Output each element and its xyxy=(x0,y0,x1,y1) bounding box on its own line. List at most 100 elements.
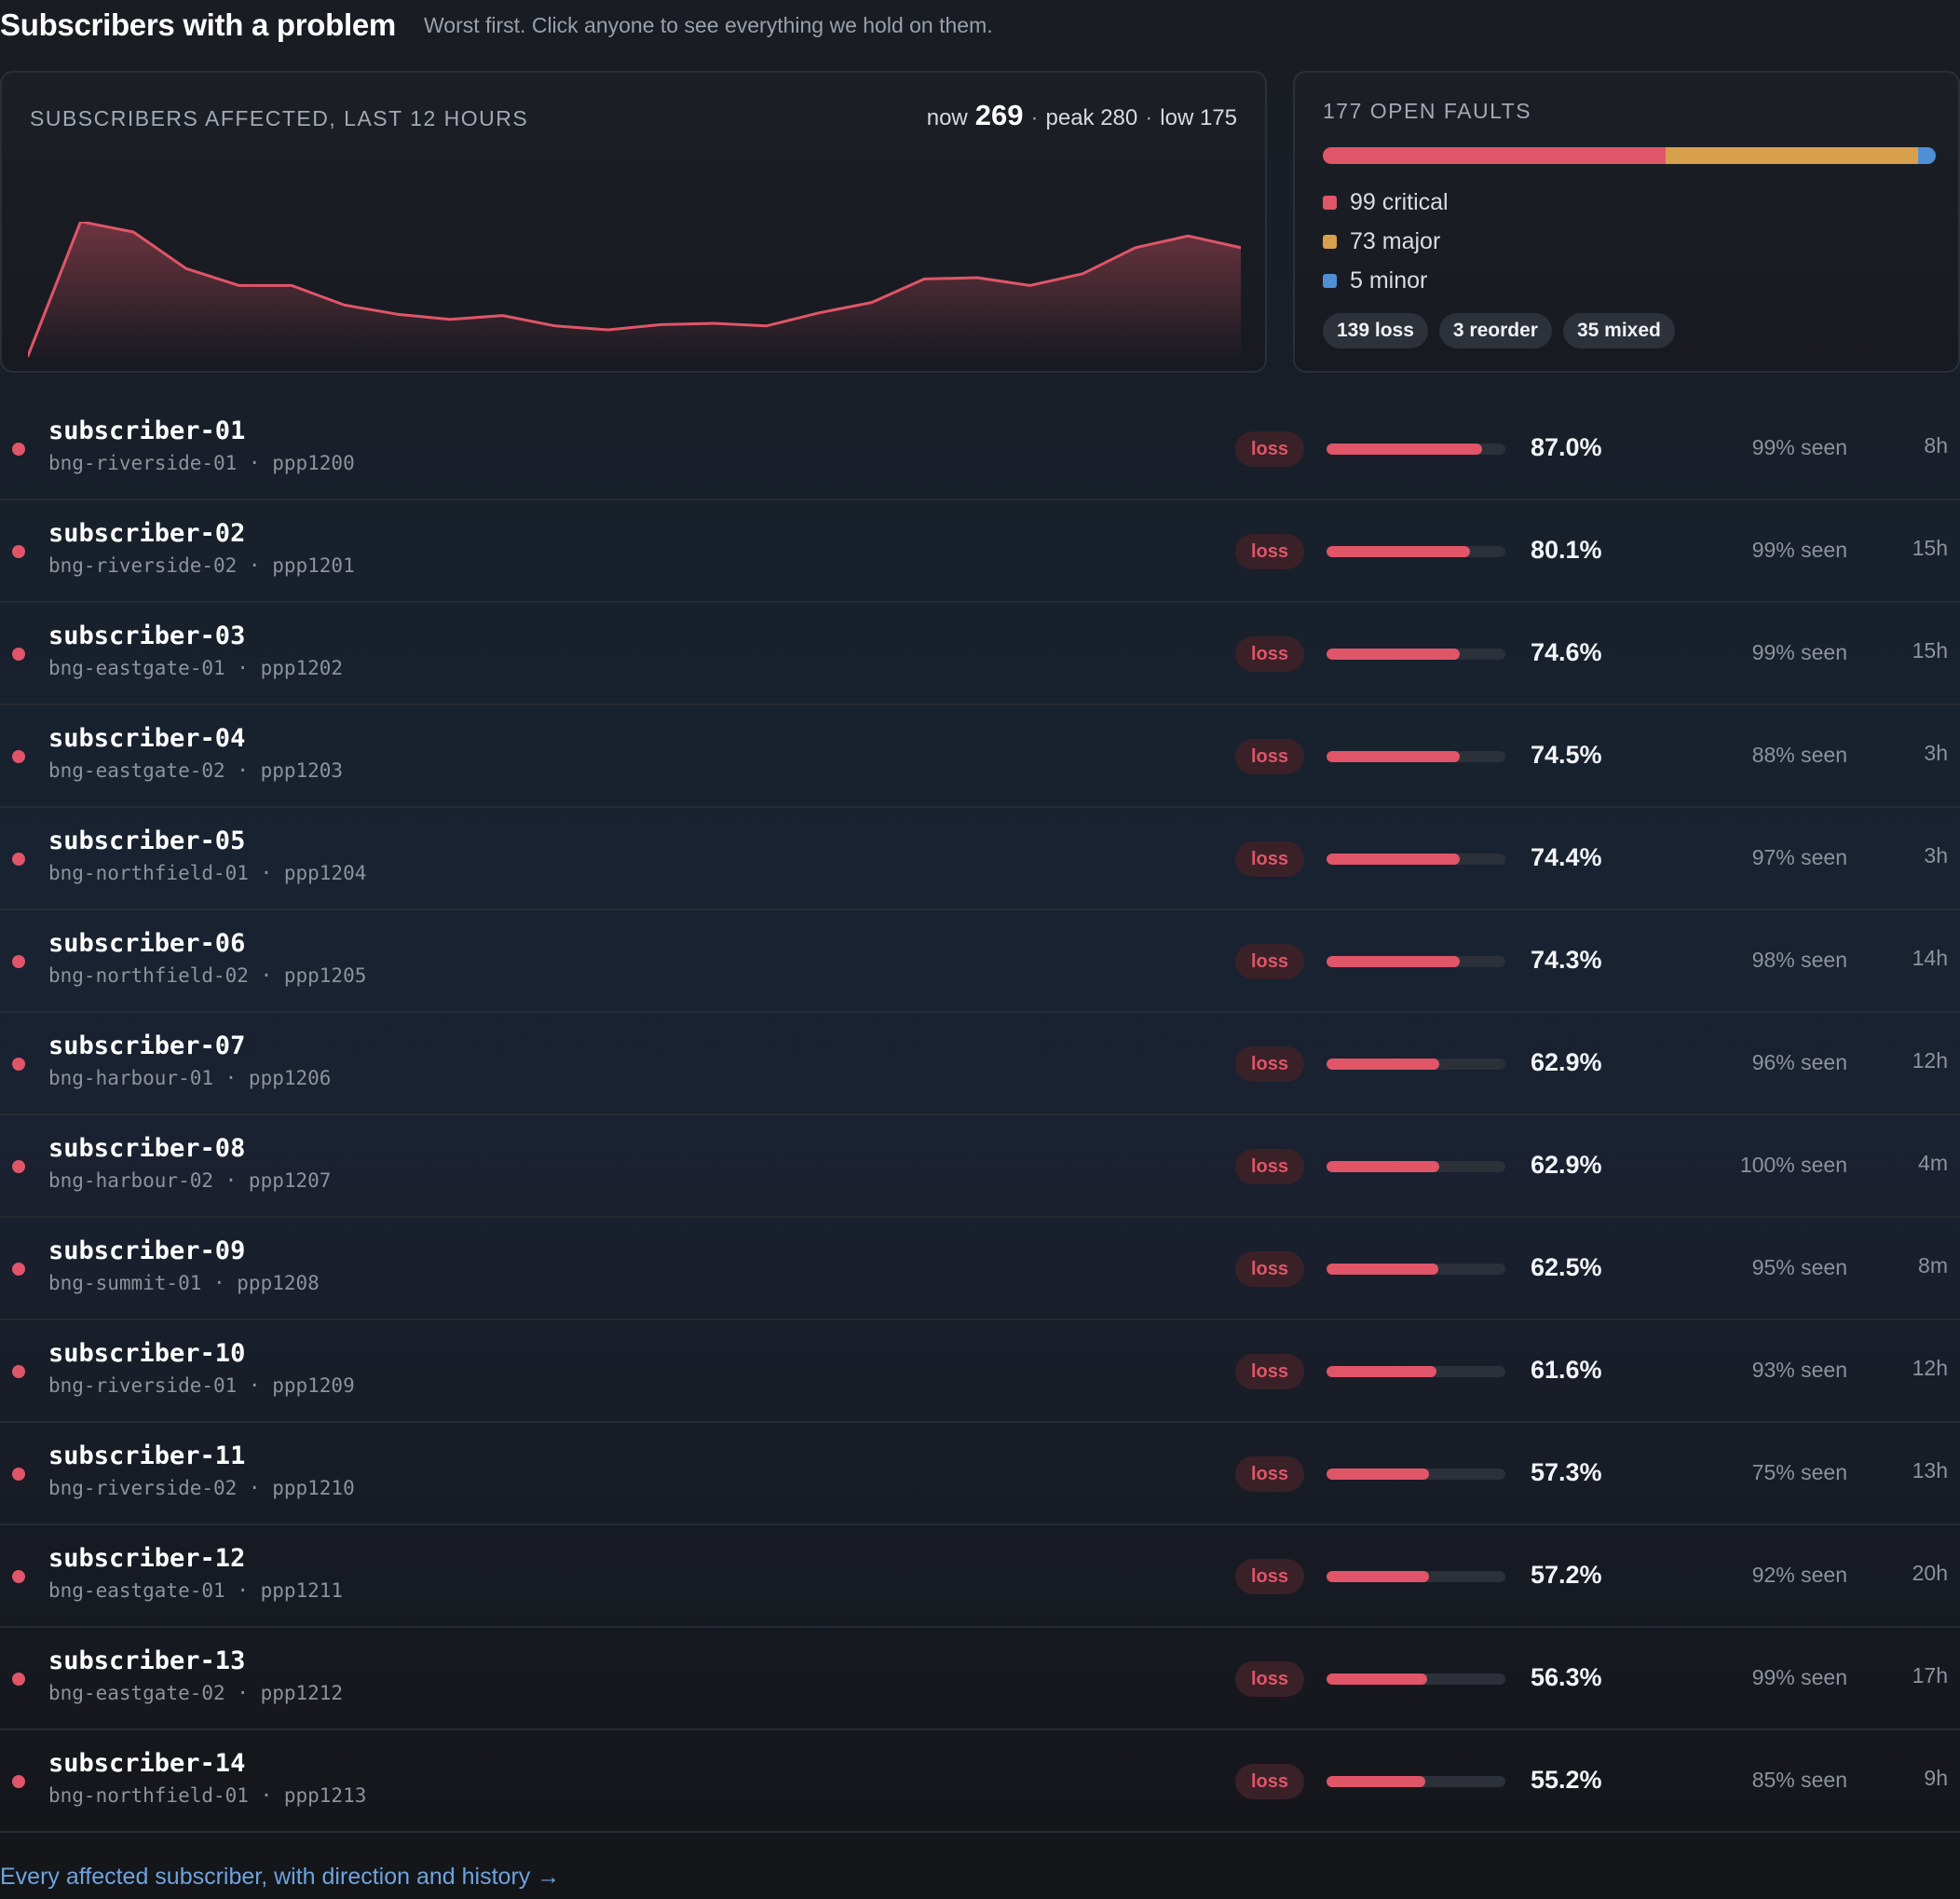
loss-bar-fill xyxy=(1327,1264,1438,1275)
loss-bar-fill xyxy=(1327,854,1460,865)
subscriber-name: subscriber-08 xyxy=(48,1134,246,1163)
loss-bar xyxy=(1327,751,1505,762)
loss-percent: 61.6% xyxy=(1531,1356,1602,1384)
fault-age: 12h xyxy=(1912,1356,1948,1380)
fault-type-badge: loss xyxy=(1235,1251,1304,1287)
subscriber-detail: bng-harbour-01 · ppp1206 xyxy=(48,1067,332,1089)
severity-dot xyxy=(12,853,25,866)
subscriber-name: subscriber-14 xyxy=(48,1749,246,1778)
subscriber-detail: bng-riverside-01 · ppp1200 xyxy=(48,452,355,474)
fault-type-pill: 139 loss xyxy=(1323,313,1428,348)
loss-bar xyxy=(1327,1674,1505,1685)
loss-bar-fill xyxy=(1327,751,1461,762)
seen-percent: 99% seen xyxy=(1751,1665,1847,1689)
separator: · xyxy=(1030,105,1039,130)
subscriber-row[interactable]: subscriber-09 bng-summit-01 · ppp1208 loss… xyxy=(0,1218,1960,1320)
faults-severity-bar xyxy=(1323,147,1936,164)
fault-age: 15h xyxy=(1912,638,1948,663)
loss-bar xyxy=(1327,649,1505,660)
loss-bar-fill xyxy=(1327,1571,1429,1582)
subscriber-name: subscriber-12 xyxy=(48,1544,246,1573)
subscriber-name: subscriber-07 xyxy=(48,1031,246,1060)
subscriber-row[interactable]: subscriber-08 bng-harbour-02 · ppp1207 los… xyxy=(0,1115,1960,1218)
trend-stats: now 269 · peak 280 · low 175 xyxy=(927,99,1237,132)
loss-bar-fill xyxy=(1327,1059,1439,1070)
loss-bar-fill xyxy=(1327,1366,1437,1377)
loss-percent: 56.3% xyxy=(1531,1663,1602,1691)
fault-type-badge: loss xyxy=(1235,431,1304,467)
subscriber-name: subscriber-03 xyxy=(48,622,246,650)
subscriber-row[interactable]: subscriber-11 bng-riverside-02 · ppp1210 l… xyxy=(0,1423,1960,1525)
loss-percent: 74.6% xyxy=(1531,638,1602,666)
trend-line xyxy=(28,222,1241,358)
legend-text: 99 critical xyxy=(1350,188,1449,215)
severity-dot xyxy=(12,1468,25,1481)
seen-percent: 99% seen xyxy=(1751,640,1847,664)
subscriber-row[interactable]: subscriber-07 bng-harbour-01 · ppp1206 los… xyxy=(0,1013,1960,1115)
trend-label: SUBSCRIBERS AFFECTED, LAST 12 HOURS xyxy=(30,106,529,130)
loss-percent: 74.3% xyxy=(1531,946,1602,974)
seen-percent: 99% seen xyxy=(1751,435,1847,459)
loss-bar-fill xyxy=(1327,444,1483,455)
loss-bar xyxy=(1327,1161,1505,1172)
subscriber-row[interactable]: subscriber-06 bng-northfield-02 · ppp1205… xyxy=(0,910,1960,1013)
subscriber-detail: bng-eastgate-02 · ppp1203 xyxy=(48,759,344,782)
loss-bar-fill xyxy=(1327,546,1470,557)
subscriber-row[interactable]: subscriber-13 bng-eastgate-02 · ppp1212 lo… xyxy=(0,1628,1960,1730)
subscriber-detail: bng-northfield-01 · ppp1213 xyxy=(48,1784,367,1807)
fault-age: 3h xyxy=(1924,843,1948,868)
seen-percent: 75% seen xyxy=(1751,1460,1847,1484)
subscriber-name: subscriber-04 xyxy=(48,724,246,753)
page-subtitle: Worst first. Click anyone to see everyth… xyxy=(423,12,993,37)
loss-percent: 74.5% xyxy=(1531,741,1602,769)
subscriber-row[interactable]: subscriber-02 bng-riverside-02 · ppp1201 l… xyxy=(0,500,1960,603)
subscriber-name: subscriber-10 xyxy=(48,1339,246,1368)
all-subscribers-link[interactable]: Every affected subscriber, with directio… xyxy=(0,1864,561,1890)
seen-percent: 99% seen xyxy=(1751,538,1847,562)
fault-type-badge: loss xyxy=(1235,1149,1304,1184)
subscriber-row[interactable]: subscriber-10 bng-riverside-01 · ppp1209 l… xyxy=(0,1320,1960,1423)
subscriber-name: subscriber-13 xyxy=(48,1646,246,1675)
subscriber-row[interactable]: subscriber-05 bng-northfield-01 · ppp1204… xyxy=(0,808,1960,910)
subscriber-name: subscriber-09 xyxy=(48,1236,246,1265)
seen-percent: 98% seen xyxy=(1751,948,1847,972)
subscriber-row[interactable]: subscriber-14 bng-northfield-01 · ppp1213… xyxy=(0,1730,1960,1833)
fault-segment-minor xyxy=(1918,147,1936,164)
seen-percent: 93% seen xyxy=(1751,1358,1847,1382)
subscriber-row[interactable]: subscriber-04 bng-eastgate-02 · ppp1203 lo… xyxy=(0,705,1960,808)
affected-trend-card: SUBSCRIBERS AFFECTED, LAST 12 HOURS now … xyxy=(0,71,1267,373)
page-header: Subscribers with a problem Worst first. … xyxy=(0,0,993,50)
subscriber-name: subscriber-05 xyxy=(48,827,246,855)
loss-bar xyxy=(1327,444,1505,455)
trend-area xyxy=(28,222,1241,362)
peak-value: peak 280 xyxy=(1045,105,1138,130)
legend-text: 5 minor xyxy=(1350,266,1428,294)
loss-bar xyxy=(1327,1571,1505,1582)
subscriber-detail: bng-eastgate-01 · ppp1211 xyxy=(48,1579,344,1602)
trend-chart xyxy=(28,222,1241,362)
fault-age: 15h xyxy=(1912,536,1948,560)
loss-bar-fill xyxy=(1327,1776,1425,1787)
subscriber-row[interactable]: subscriber-12 bng-eastgate-01 · ppp1211 lo… xyxy=(0,1525,1960,1628)
fault-type-badge: loss xyxy=(1235,1559,1304,1594)
subscriber-row[interactable]: subscriber-03 bng-eastgate-01 · ppp1202 lo… xyxy=(0,603,1960,705)
fault-type-badge: loss xyxy=(1235,841,1304,877)
severity-dot xyxy=(12,1673,25,1686)
loss-percent: 57.3% xyxy=(1531,1458,1602,1486)
loss-bar-fill xyxy=(1327,1161,1439,1172)
loss-bar xyxy=(1327,1366,1505,1377)
loss-percent: 62.9% xyxy=(1531,1151,1602,1179)
loss-bar-fill xyxy=(1327,649,1461,660)
fault-age: 14h xyxy=(1912,946,1948,970)
legend-swatch-critical xyxy=(1323,195,1337,210)
page-title: Subscribers with a problem xyxy=(0,7,396,42)
subscriber-name: subscriber-11 xyxy=(48,1441,246,1470)
severity-dot xyxy=(12,1775,25,1788)
subscriber-list: subscriber-01 bng-riverside-01 · ppp1200 l… xyxy=(0,398,1960,1833)
fault-type-badge: loss xyxy=(1235,1354,1304,1389)
severity-dot xyxy=(12,1058,25,1071)
fault-age: 20h xyxy=(1912,1561,1948,1585)
open-faults-card: 177 OPEN FAULTS 99 critical 73 major 5 min… xyxy=(1293,71,1960,373)
subscriber-detail: bng-northfield-01 · ppp1204 xyxy=(48,862,367,884)
subscriber-row[interactable]: subscriber-01 bng-riverside-01 · ppp1200 l… xyxy=(0,398,1960,500)
